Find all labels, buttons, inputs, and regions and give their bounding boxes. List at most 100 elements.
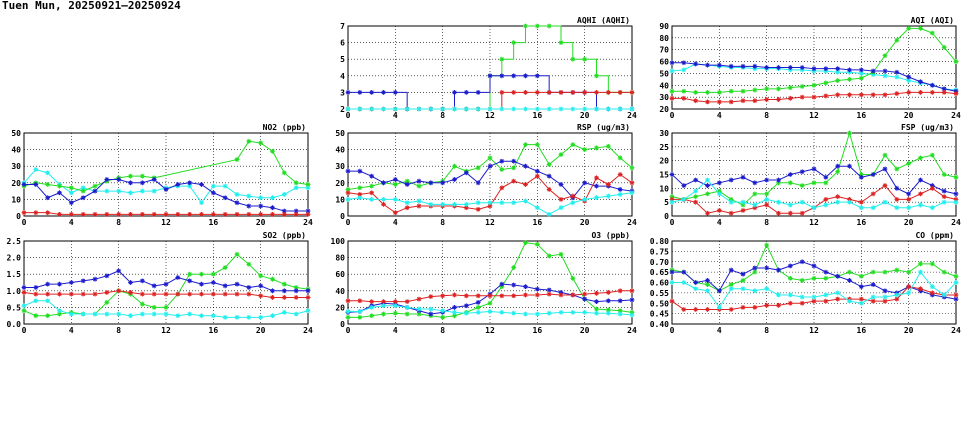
data-point-cyan <box>357 309 363 314</box>
data-point-blue <box>534 168 540 174</box>
data-point-red <box>199 211 204 217</box>
data-point-cyan <box>116 188 122 194</box>
plot-frame <box>671 25 957 110</box>
data-point-cyan <box>404 200 410 206</box>
chart-title: FSP (ug/m3) <box>901 123 954 132</box>
data-point-red <box>882 298 888 304</box>
y-tick-label: 10 <box>659 184 669 193</box>
plot-frame <box>23 240 309 325</box>
data-point-blue <box>716 288 722 294</box>
data-point-cyan <box>681 280 687 285</box>
data-point-cyan <box>799 294 805 300</box>
x-tick-label: 0 <box>346 111 351 120</box>
data-point-red <box>811 298 817 304</box>
data-point-green <box>558 40 564 45</box>
data-point-blue <box>847 278 852 283</box>
data-point-blue <box>511 158 517 164</box>
data-point-red <box>116 211 122 217</box>
data-point-cyan <box>570 309 576 315</box>
data-point-red <box>128 290 133 295</box>
data-point-red <box>716 208 722 213</box>
data-point-red <box>669 95 675 101</box>
data-point-red <box>92 211 98 217</box>
data-point-green <box>918 261 923 267</box>
data-point-cyan <box>463 310 469 316</box>
data-point-red <box>487 203 493 209</box>
data-point-cyan <box>487 200 493 206</box>
data-point-green <box>617 308 623 314</box>
x-tick-label: 12 <box>161 218 171 227</box>
data-point-blue <box>222 283 228 289</box>
data-point-blue <box>716 180 722 186</box>
data-point-cyan <box>882 73 888 79</box>
data-point-red <box>776 97 781 102</box>
data-point-blue <box>175 182 181 187</box>
data-point-cyan <box>163 311 169 317</box>
data-point-red <box>523 292 528 298</box>
y-tick-label: 20 <box>335 179 345 188</box>
data-point-blue <box>428 180 434 186</box>
data-point-blue <box>669 269 675 275</box>
data-point-green <box>258 140 264 146</box>
data-point-blue <box>835 66 841 72</box>
data-point-cyan <box>45 170 51 176</box>
data-point-green <box>705 191 710 197</box>
data-point-green <box>953 273 959 279</box>
data-point-red <box>752 98 758 104</box>
x-tick-label: 0 <box>22 326 27 335</box>
data-point-red <box>558 292 564 298</box>
data-point-green <box>929 261 935 267</box>
data-point-green <box>416 183 422 189</box>
data-point-green <box>835 78 841 83</box>
data-point-cyan <box>811 205 817 211</box>
data-point-cyan <box>693 188 699 194</box>
data-point-red <box>953 91 959 96</box>
y-tick-label: 100 <box>331 237 346 246</box>
data-point-blue <box>534 73 540 79</box>
data-point-red <box>764 202 770 208</box>
data-point-green <box>941 44 947 50</box>
data-point-red <box>858 296 864 302</box>
data-point-cyan <box>487 106 493 112</box>
data-point-blue <box>369 173 375 179</box>
data-point-red <box>345 298 351 304</box>
data-point-cyan <box>906 78 912 83</box>
data-point-red <box>894 296 900 302</box>
data-point-red <box>463 293 469 299</box>
data-point-blue <box>416 178 422 184</box>
x-tick-label: 20 <box>904 326 914 335</box>
data-point-red <box>929 90 935 95</box>
data-point-green <box>57 311 62 317</box>
data-point-green <box>128 173 133 179</box>
data-point-cyan <box>357 195 363 201</box>
data-point-blue <box>305 208 311 214</box>
data-point-blue <box>705 183 710 188</box>
chart-fsp: 0 4 8 12 16 20 24 0 5 10 15 20 25 30 FSP (ug/m3) <box>659 123 961 227</box>
data-point-cyan <box>681 67 687 73</box>
data-point-cyan <box>752 288 758 294</box>
data-point-green <box>799 278 805 283</box>
data-point-blue <box>452 305 457 310</box>
data-point-blue <box>104 177 110 182</box>
data-point-blue <box>823 174 829 180</box>
data-point-blue <box>428 311 434 317</box>
data-point-red <box>705 307 710 312</box>
data-point-red <box>104 290 110 295</box>
data-point-cyan <box>811 294 817 300</box>
data-point-green <box>823 80 829 86</box>
data-point-blue <box>499 73 505 79</box>
data-point-red <box>918 286 923 292</box>
data-point-green <box>345 314 351 320</box>
data-point-blue <box>92 188 98 194</box>
data-point-green <box>705 282 710 287</box>
data-point-cyan <box>57 308 62 314</box>
plot-frame <box>347 132 633 217</box>
data-point-blue <box>499 158 505 164</box>
chart-title: AQI (AQI) <box>911 16 954 25</box>
data-point-cyan <box>68 190 74 196</box>
data-point-cyan <box>787 202 793 208</box>
x-tick-label: 20 <box>580 218 590 227</box>
y-tick-label: 40 <box>11 146 21 155</box>
data-point-blue <box>858 174 864 180</box>
data-point-cyan <box>669 68 675 74</box>
